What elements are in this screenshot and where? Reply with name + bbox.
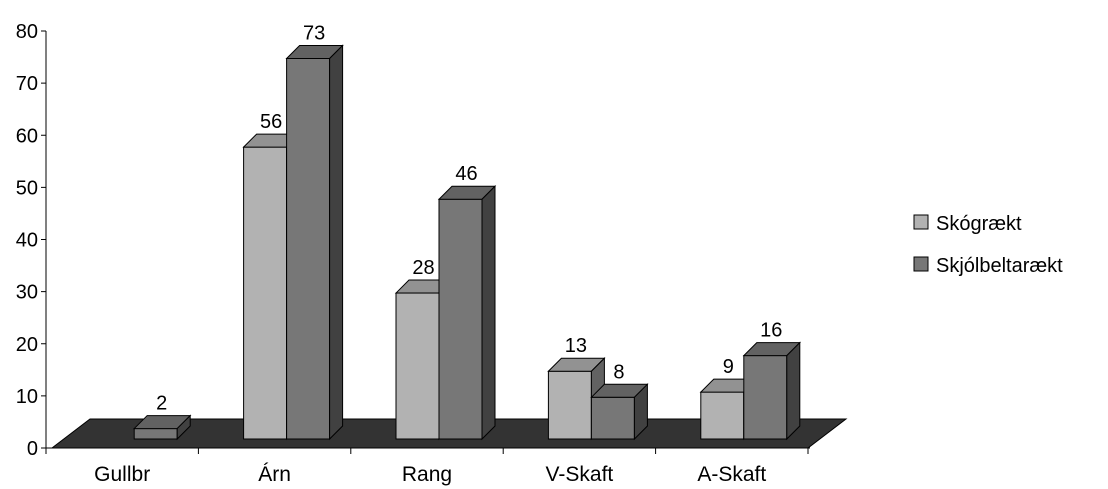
data-label: 46 xyxy=(455,163,477,185)
bars xyxy=(132,44,802,441)
bar-front xyxy=(590,396,635,440)
bar-front xyxy=(133,428,178,440)
bar-front xyxy=(743,355,788,440)
x-category-label: A-Skaft xyxy=(697,463,766,486)
legend-swatch xyxy=(913,256,929,272)
legend: Skógrækt Skjólbeltarækt xyxy=(913,213,1063,277)
y-tick-label: 60 xyxy=(16,125,38,147)
legend-item: Skjólbeltarækt xyxy=(913,255,1063,277)
data-label: 2 xyxy=(156,393,167,415)
bar-front xyxy=(547,370,592,440)
bar-side xyxy=(633,383,648,441)
bar-side xyxy=(329,44,344,441)
bar-side xyxy=(786,341,801,441)
y-tick-label: 10 xyxy=(16,386,38,408)
data-label: 9 xyxy=(723,356,734,378)
data-label: 28 xyxy=(412,257,434,279)
bar-side xyxy=(176,414,191,441)
x-category-label: V-Skaft xyxy=(546,463,614,486)
bar-series-2-5 xyxy=(742,341,802,441)
x-category-label: Rang xyxy=(402,463,452,486)
y-tick-label: 20 xyxy=(16,334,38,356)
x-category-label: Árn xyxy=(258,463,291,486)
y-tick-label: 0 xyxy=(27,438,38,460)
y-tick-label: 50 xyxy=(16,177,38,199)
bar-front xyxy=(395,292,440,440)
data-label: 56 xyxy=(260,111,282,133)
y-tick-label: 70 xyxy=(16,73,38,95)
legend-label: Skógrækt xyxy=(936,213,1022,235)
data-label: 13 xyxy=(565,335,587,357)
bar-front xyxy=(286,57,331,440)
data-label: 16 xyxy=(760,320,782,342)
legend-item: Skógrækt xyxy=(913,213,1022,235)
bar-series-2-3 xyxy=(437,185,497,441)
bar-front xyxy=(438,198,483,440)
data-label: 8 xyxy=(613,361,624,383)
bar-series-2-1 xyxy=(132,414,192,441)
axes: 0 10 20 30 40 50 60 70 80 Gullbr Árn Rang V-Skaft A-S… xyxy=(16,21,810,486)
x-category-label: Gullbr xyxy=(94,463,150,486)
legend-swatch xyxy=(913,214,929,230)
y-tick-label: 80 xyxy=(16,21,38,43)
legend-label: Skjólbeltarækt xyxy=(936,255,1063,277)
y-tick-label: 30 xyxy=(16,282,38,304)
bar-front xyxy=(243,146,288,440)
bar-side xyxy=(481,185,496,441)
bar-front xyxy=(700,391,745,440)
data-label: 73 xyxy=(303,22,325,44)
bar-series-2-2 xyxy=(285,44,344,441)
bar-series-2-4 xyxy=(590,383,649,441)
y-tick-label: 40 xyxy=(16,230,38,252)
data-labels: 2 56 73 28 46 13 8 9 16 xyxy=(156,22,782,414)
